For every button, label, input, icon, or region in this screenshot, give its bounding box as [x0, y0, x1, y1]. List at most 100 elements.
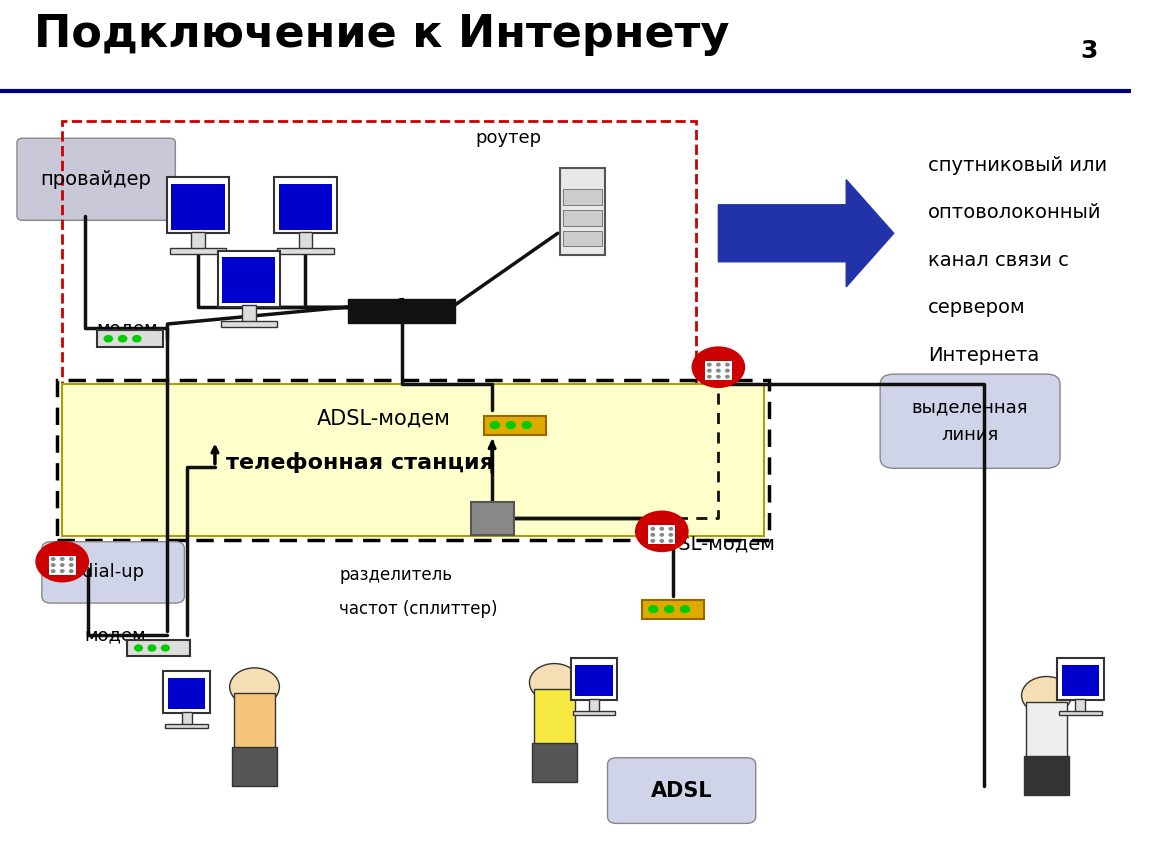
Bar — [1026, 702, 1067, 760]
Circle shape — [118, 335, 126, 342]
Circle shape — [669, 527, 673, 530]
Circle shape — [132, 335, 141, 342]
Circle shape — [726, 364, 729, 366]
Bar — [243, 305, 255, 324]
Circle shape — [726, 376, 729, 378]
Circle shape — [726, 370, 729, 372]
Text: ADSL-модем: ADSL-модем — [316, 409, 451, 429]
Circle shape — [660, 527, 664, 530]
Circle shape — [669, 539, 673, 543]
Bar — [575, 664, 613, 696]
Bar — [1075, 698, 1086, 713]
Text: частот (сплиттер): частот (сплиттер) — [339, 600, 498, 619]
Circle shape — [707, 370, 711, 372]
Bar — [171, 184, 224, 230]
Bar — [278, 184, 332, 230]
Text: Интернета: Интернета — [928, 346, 1038, 365]
Bar — [182, 712, 192, 726]
Bar — [564, 210, 601, 226]
Bar — [589, 698, 599, 713]
Ellipse shape — [37, 543, 87, 581]
Bar — [1057, 658, 1104, 700]
Circle shape — [230, 668, 279, 706]
Bar — [649, 525, 675, 544]
Text: канал связи с: канал связи с — [928, 251, 1068, 270]
Bar — [191, 232, 205, 251]
Circle shape — [69, 570, 72, 572]
Bar — [235, 693, 275, 752]
Bar — [642, 600, 704, 619]
Circle shape — [651, 533, 654, 536]
Text: модем: модем — [97, 320, 158, 337]
Circle shape — [529, 664, 580, 702]
Bar — [1024, 756, 1070, 795]
Circle shape — [1021, 677, 1072, 715]
Bar — [1059, 711, 1102, 715]
Text: сервером: сервером — [928, 298, 1026, 317]
Bar — [570, 658, 618, 700]
Bar — [166, 724, 208, 728]
Bar — [275, 177, 337, 233]
Text: хаб: хаб — [374, 298, 406, 315]
Bar — [48, 556, 76, 575]
FancyBboxPatch shape — [880, 374, 1060, 468]
Bar — [170, 248, 227, 254]
Ellipse shape — [636, 511, 688, 551]
Bar — [705, 361, 731, 380]
Bar — [277, 248, 333, 254]
Text: Подключение к Интернету: Подключение к Интернету — [34, 13, 729, 56]
Text: выделенная: выделенная — [912, 398, 1028, 416]
Circle shape — [669, 533, 673, 536]
Text: линия: линия — [942, 426, 998, 444]
Bar — [56, 380, 769, 540]
Circle shape — [69, 564, 72, 567]
Circle shape — [52, 570, 55, 572]
Bar — [564, 189, 601, 205]
Circle shape — [716, 376, 720, 378]
Bar — [347, 299, 455, 323]
Circle shape — [522, 422, 531, 429]
Bar — [217, 251, 279, 307]
FancyBboxPatch shape — [17, 138, 175, 220]
Text: оптоволоконный: оптоволоконный — [928, 203, 1102, 222]
Bar — [222, 257, 276, 303]
Polygon shape — [719, 180, 894, 287]
Text: разделитель: разделитель — [339, 566, 452, 584]
Circle shape — [651, 539, 654, 543]
Text: ADSL: ADSL — [651, 780, 712, 801]
Circle shape — [707, 376, 711, 378]
Circle shape — [69, 558, 72, 560]
Bar — [168, 677, 206, 709]
Circle shape — [716, 364, 720, 366]
Circle shape — [52, 558, 55, 560]
Bar — [1061, 664, 1099, 696]
FancyBboxPatch shape — [607, 758, 756, 823]
Bar — [163, 670, 210, 713]
Text: 3: 3 — [1080, 39, 1097, 63]
Text: роутер: роутер — [475, 130, 542, 147]
Bar — [531, 743, 577, 782]
Bar — [232, 747, 277, 786]
Bar — [564, 231, 601, 246]
Circle shape — [61, 558, 64, 560]
Circle shape — [161, 645, 169, 651]
Bar — [573, 711, 615, 715]
Bar — [299, 232, 313, 251]
Bar — [534, 689, 575, 747]
Text: спутниковый или: спутниковый или — [928, 156, 1106, 175]
Circle shape — [660, 533, 664, 536]
Circle shape — [506, 422, 515, 429]
FancyBboxPatch shape — [41, 542, 184, 603]
Bar — [62, 121, 696, 389]
Bar — [560, 168, 605, 255]
Text: провайдер: провайдер — [40, 170, 152, 188]
Circle shape — [135, 645, 143, 651]
Circle shape — [61, 570, 64, 572]
Circle shape — [148, 645, 155, 651]
Text: телефонная станция: телефонная станция — [227, 452, 494, 473]
Bar — [221, 321, 277, 327]
Bar — [128, 640, 190, 656]
Bar — [484, 416, 546, 435]
Circle shape — [61, 564, 64, 567]
Circle shape — [716, 370, 720, 372]
